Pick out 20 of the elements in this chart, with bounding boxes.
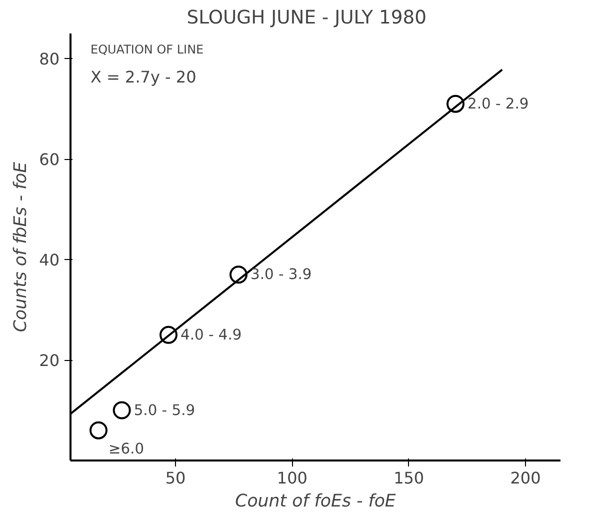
y-tick-label: 60 [39,150,60,170]
y-tick-label: 40 [39,250,60,270]
y-tick-label: 20 [39,351,60,370]
x-tick-label: 100 [276,468,308,488]
point [90,421,108,440]
x-tick-label: 150 [394,468,424,488]
annotation: 5.0 - 5.9 [134,402,196,419]
annotation: 2.0 - 2.9 [468,95,529,112]
annotation: ≥6.0 [108,440,144,458]
x-axis-title: Count of foEs - foE [235,492,396,512]
annotation: 4.0 - 4.9 [180,326,242,344]
annotation: 3.0 - 3.9 [250,266,312,284]
chart-title: SLOUGH JUNE - JULY 1980 [186,8,426,28]
y-axis-title: Counts of fbEs - foE [11,162,32,332]
x-tick-label: 50 [165,468,186,488]
x-tick-label: 200 [510,468,541,488]
annotation: X = 2.7y - 20 [90,68,196,86]
annotation: EQUATION OF LINE [90,42,204,56]
point [112,401,131,420]
y-tick-label: 80 [39,50,60,69]
